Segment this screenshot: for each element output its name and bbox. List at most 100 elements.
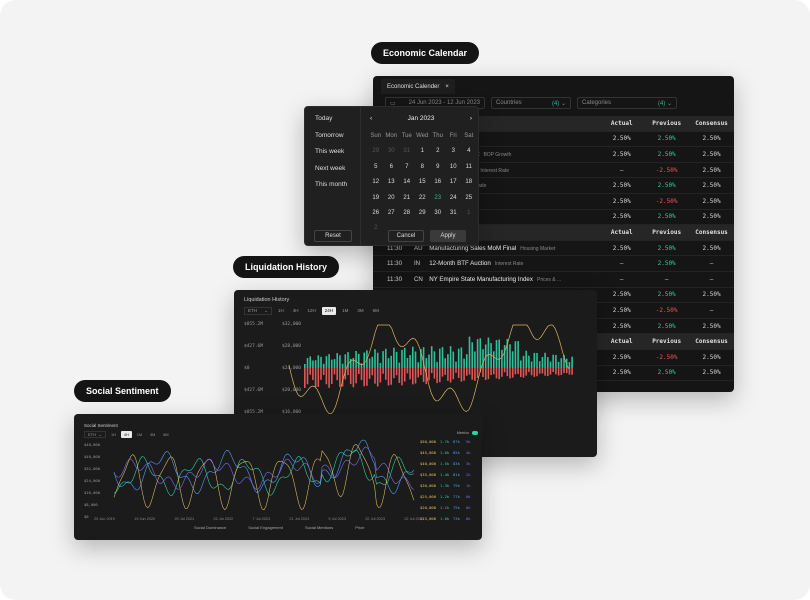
range-1h[interactable]: 1H <box>111 433 116 437</box>
long-bar <box>428 354 430 368</box>
metric-value: 1.4k <box>440 472 450 477</box>
econ-tab[interactable]: Economic Calender × <box>381 79 455 94</box>
x-tick-label: 22 Jul 2023 <box>365 517 385 521</box>
calendar-day[interactable]: 20 <box>387 194 395 201</box>
range-4h[interactable]: 4H <box>120 431 132 438</box>
calendar-day[interactable]: 29 <box>372 148 380 155</box>
range-4h[interactable]: 4H <box>292 308 299 313</box>
calendar-day[interactable]: 5 <box>374 163 378 170</box>
table-row[interactable]: 11:30 IN 12-Month BTF Auction Interest Rate… <box>373 256 734 272</box>
calendar-day[interactable]: 9 <box>436 163 440 170</box>
calendar-day[interactable]: 27 <box>387 209 395 216</box>
calendar-day[interactable]: 26 <box>372 209 380 216</box>
calendar-day[interactable]: 30 <box>434 209 442 216</box>
range-24h[interactable]: 24H <box>321 307 337 315</box>
calendar-day[interactable]: 30 <box>387 148 395 155</box>
short-bar <box>466 368 468 376</box>
calendar-day[interactable]: 15 <box>418 179 426 186</box>
table-row[interactable]: 11:30 AU Manufacturing Sales MoM Final Hous… <box>373 241 734 257</box>
date-range-value: 24 Jun 2023 - 12 Jun 2023 <box>408 100 480 106</box>
calendar-day[interactable]: 4 <box>467 148 471 155</box>
calendar-day[interactable]: 1 <box>420 148 424 155</box>
calendar-day[interactable]: 23 <box>434 194 442 201</box>
calendar-day[interactable]: 31 <box>449 209 457 216</box>
social-chart <box>113 439 415 511</box>
cancel-button[interactable]: Cancel <box>388 230 424 242</box>
apply-button[interactable]: Apply <box>430 230 466 242</box>
calendar-day[interactable]: 29 <box>418 209 426 216</box>
preset-today[interactable]: Today <box>315 115 333 122</box>
short-bar <box>433 368 436 379</box>
calendar-day[interactable]: 3 <box>451 148 455 155</box>
calendar-day[interactable]: 28 <box>403 209 411 216</box>
range-1m[interactable]: 1M <box>136 433 142 437</box>
calendar: ‹ Jan 2023 › Sun Mon Tue Wed Thu Fri Sat 29 30 31… <box>362 107 478 237</box>
range-6m[interactable]: 6M <box>163 433 169 437</box>
calendar-day[interactable]: 16 <box>434 179 442 186</box>
preset-next-week[interactable]: Next week <box>315 164 346 172</box>
short-bar <box>509 368 511 379</box>
calendar-day[interactable]: 11 <box>465 163 472 170</box>
previous-cell: 2.50% <box>657 291 676 299</box>
long-bar <box>412 346 414 368</box>
short-bar <box>571 368 573 375</box>
event-tag: Interest Rate <box>494 261 524 268</box>
calendar-day[interactable]: 2 <box>374 225 378 232</box>
actual-cell: 2.50% <box>612 197 631 205</box>
range-6m[interactable]: 6M <box>372 308 379 313</box>
short-bar <box>349 368 352 385</box>
asset-select[interactable]: ETH ⌄ <box>244 307 272 315</box>
metric-value: 1.3k <box>440 483 450 488</box>
range-12h[interactable]: 12H <box>307 308 316 313</box>
chevron-left-icon[interactable]: ‹ <box>370 114 373 122</box>
reset-button[interactable]: Reset <box>314 230 352 242</box>
actual-header: Actual <box>610 338 633 346</box>
series-line <box>113 444 415 511</box>
range-3m[interactable]: 3M <box>150 433 156 437</box>
chevron-right-icon[interactable]: › <box>469 114 472 122</box>
short-bar <box>528 368 530 373</box>
previous-cell: 2.50% <box>657 182 676 190</box>
metrics-toggle[interactable] <box>472 431 478 435</box>
range-1m[interactable]: 1M <box>342 308 349 313</box>
calendar-day[interactable]: 19 <box>372 194 380 201</box>
countries-filter[interactable]: Countries (4) ⌄ <box>491 97 571 109</box>
calendar-day[interactable]: 2 <box>436 148 440 155</box>
close-icon[interactable]: × <box>445 84 449 90</box>
liquidation-history-label: Liquidation History <box>233 256 339 278</box>
long-bar <box>352 357 355 368</box>
calendar-day[interactable]: 13 <box>387 179 395 186</box>
asset-select[interactable]: ETH ⌄ <box>84 431 106 438</box>
calendar-day[interactable]: 8 <box>420 163 424 170</box>
calendar-day[interactable]: 12 <box>372 179 380 186</box>
calendar-day[interactable]: 18 <box>465 179 473 186</box>
calendar-day[interactable]: 17 <box>449 179 457 186</box>
calendar-day[interactable]: 25 <box>465 194 473 201</box>
range-1h[interactable]: 1H <box>278 308 284 313</box>
calendar-day[interactable]: 7 <box>405 163 409 170</box>
calendar-day[interactable]: 6 <box>389 163 393 170</box>
calendar-day[interactable]: 24 <box>449 194 457 201</box>
calendar-day[interactable]: 31 <box>403 148 411 155</box>
chevron-down-icon: ⌄ <box>264 308 268 313</box>
range-3m[interactable]: 3M <box>357 308 364 313</box>
preset-tomorrow[interactable]: Tomorrow <box>315 131 344 139</box>
calendar-day[interactable]: 22 <box>418 194 426 201</box>
calendar-day[interactable]: 1 <box>467 209 471 216</box>
long-bar <box>555 355 557 368</box>
categories-filter[interactable]: Categories (4) ⌄ <box>577 97 677 109</box>
preset-this-month[interactable]: This month <box>315 181 348 189</box>
metric-value: 1k <box>466 483 471 488</box>
calendar-day[interactable]: 14 <box>403 179 411 186</box>
short-bar <box>376 368 379 387</box>
calendar-day[interactable]: 21 <box>403 194 411 201</box>
short-bar <box>430 368 433 374</box>
y-tick-label: $28,000 <box>282 344 301 349</box>
table-row[interactable]: 11:30 CN NY Empire State Manufacturing Ind… <box>373 272 734 288</box>
metric-value: 3k <box>466 461 471 466</box>
metric-value: 4k <box>466 450 471 455</box>
calendar-day[interactable]: 10 <box>449 163 457 170</box>
preset-this-week[interactable]: This week <box>315 148 345 156</box>
metric-value: 75k <box>453 505 460 510</box>
x-tick-label: 20 Jul 2022 <box>213 517 234 521</box>
